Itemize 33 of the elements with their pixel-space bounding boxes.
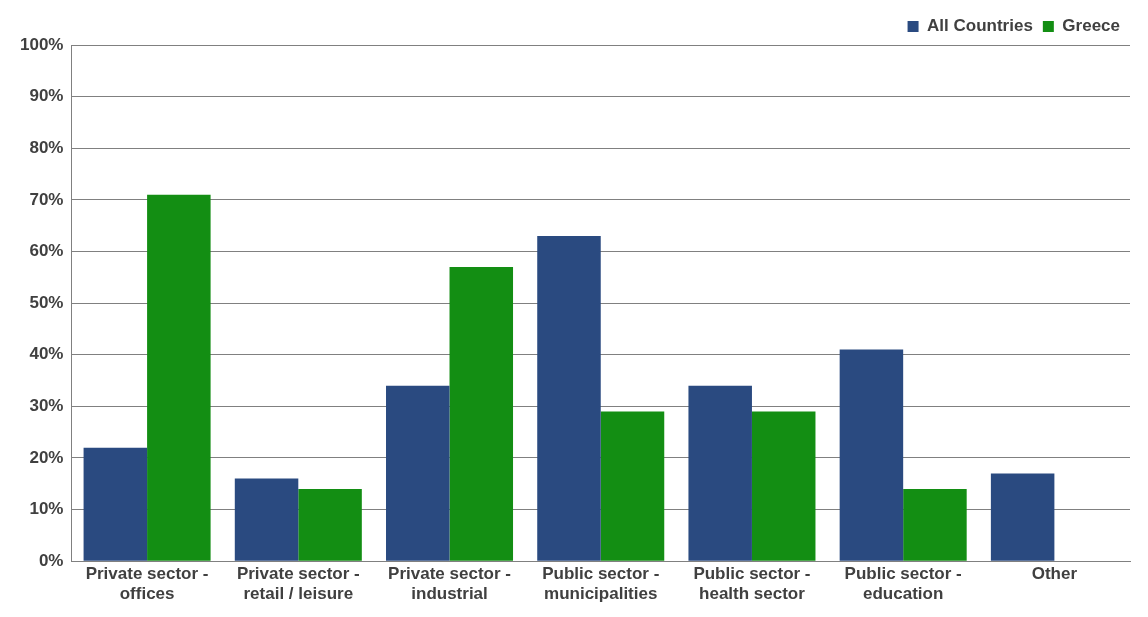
x-tick-label: Public sector - education: [844, 564, 962, 604]
x-tick-label: Other: [1031, 564, 1078, 584]
bar: [386, 385, 450, 561]
x-tick-label: Private sector - offices: [85, 564, 209, 604]
bar: [688, 385, 752, 561]
bar: [537, 235, 601, 561]
bar: [298, 488, 362, 561]
y-tick-label: 40%: [29, 344, 64, 364]
y-tick-label: 60%: [29, 241, 64, 261]
y-tick-label: 100%: [20, 34, 64, 54]
y-tick-label: 80%: [29, 137, 64, 157]
bar: [751, 411, 816, 561]
y-tick-label: 0%: [38, 550, 64, 570]
y-tick-label: 50%: [29, 292, 64, 312]
x-tick-label: Public sector - health sector: [693, 564, 811, 604]
bar: [83, 447, 148, 561]
bar: [234, 478, 299, 561]
y-tick-label: 10%: [29, 499, 64, 519]
x-tick-label: Private sector - industrial: [388, 564, 511, 604]
bar: [990, 473, 1055, 561]
x-tick-label: Public sector - municipalities: [542, 564, 660, 604]
x-tick-label: Private sector - retail / leisure: [236, 564, 360, 604]
legend-label: Greece: [1062, 16, 1121, 36]
legend-label: All Countries: [927, 16, 1033, 36]
bar: [147, 194, 211, 561]
bar: [449, 266, 514, 561]
y-tick-label: 30%: [29, 396, 64, 416]
y-tick-label: 20%: [29, 447, 64, 467]
bar: [600, 411, 665, 561]
y-tick-label: 70%: [29, 189, 64, 209]
bar: [903, 488, 967, 561]
bar: [839, 349, 904, 561]
y-tick-label: 90%: [29, 86, 64, 106]
